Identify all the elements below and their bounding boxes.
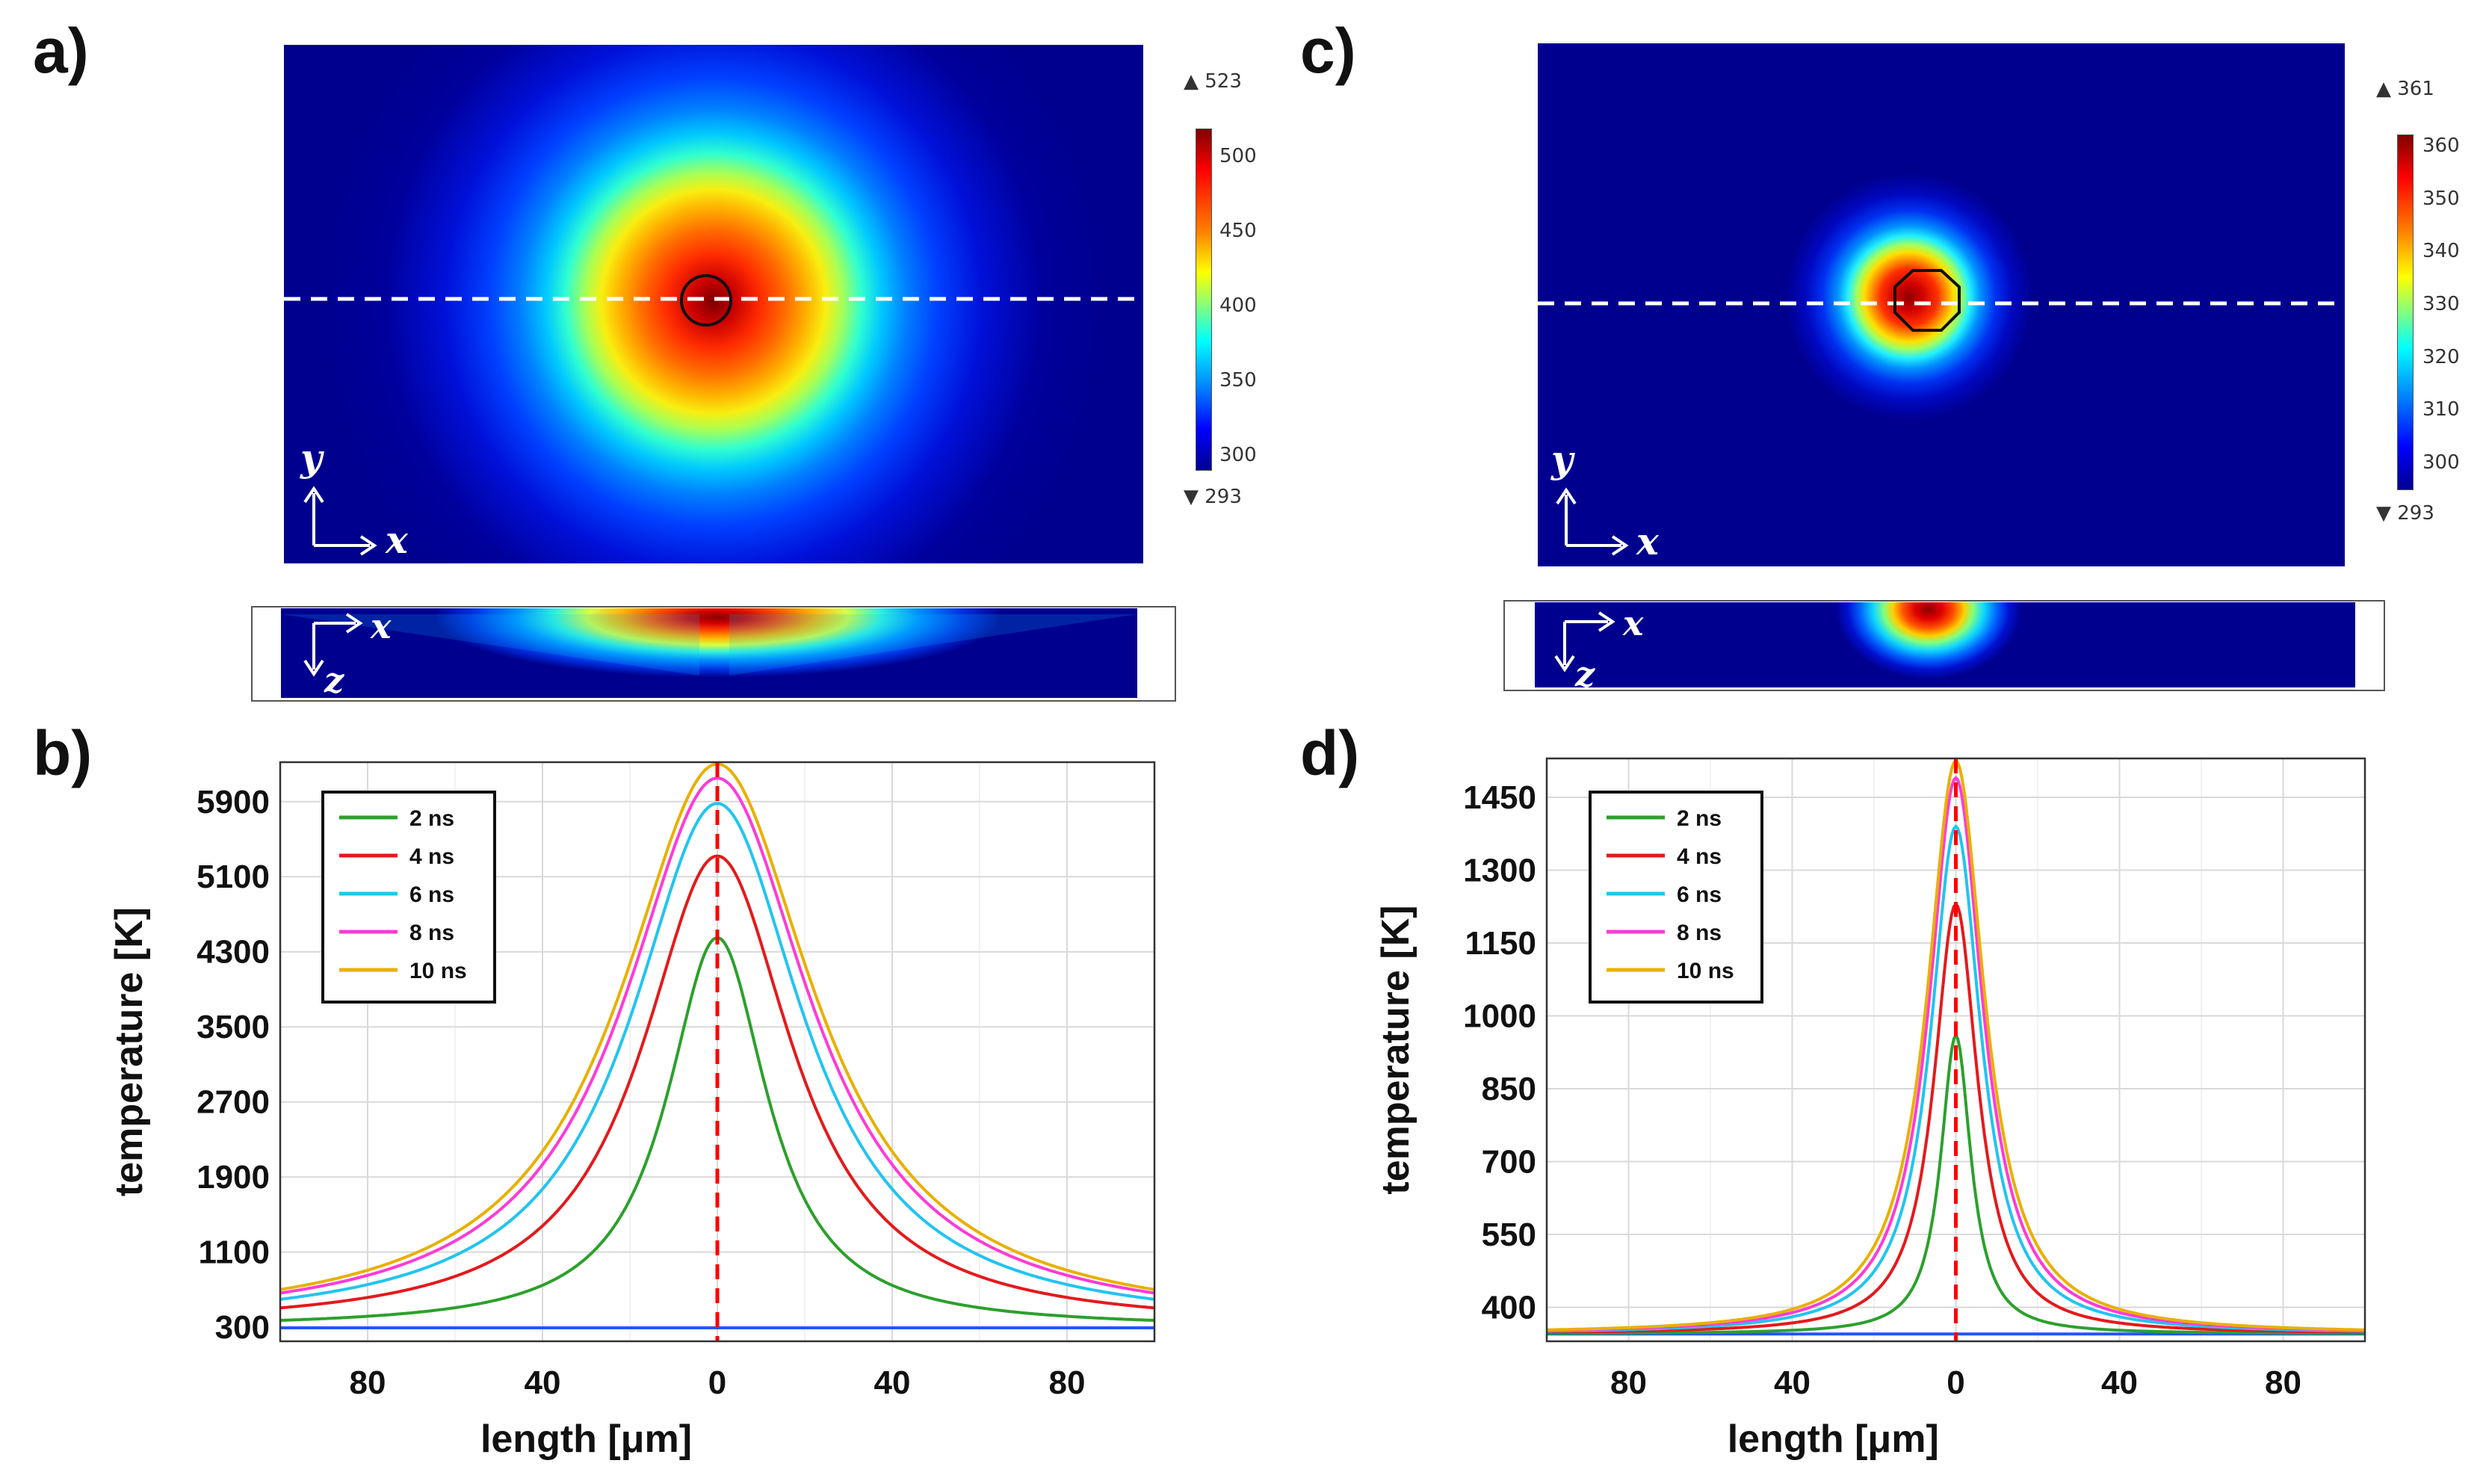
colorbar-max-c: ▲ 361 [2376,78,2434,100]
x-tick-label: 40 [1774,1364,1811,1401]
colorbar-tick: 350 [1219,369,1257,392]
heatmap-side-view-c: x z [1535,602,2355,687]
legend-label: 6 ns [409,882,454,907]
legend-label: 6 ns [1677,882,1722,907]
y-tick-label: 1450 [1463,779,1536,816]
y-tick-label: 1150 [1465,925,1536,962]
series-line [279,776,1155,1295]
x-tick-label: 80 [1610,1364,1647,1401]
legend-label: 4 ns [1677,844,1722,869]
y-tick-label: 550 [1482,1216,1536,1253]
series-line [279,802,1155,1301]
y-tick-label: 1000 [1463,998,1536,1035]
colorbar-tick: 360 [2422,135,2460,157]
colorbar-a: ▲ 523 500 450 400 350 300 ▼ 293 [1157,54,1284,540]
side-overlay-a: x z [281,608,1137,698]
colorbar-tick: 300 [2422,451,2460,474]
x-tick-label: 80 [2265,1364,2301,1401]
x-tick-label: 40 [874,1364,911,1401]
side-axis-label-x: x [1622,603,1644,643]
y-tick-label: 700 [1482,1144,1536,1181]
colorbar-tick: 350 [2422,187,2460,210]
y-tick-label: 400 [1482,1290,1536,1326]
legend-label: 2 ns [1677,806,1722,831]
colorbar-gradient-a [1196,129,1212,471]
legend-label: 10 ns [409,959,467,983]
plot-frame [279,761,1156,1343]
x-tick-label: 80 [350,1364,386,1401]
plot-frame [1545,757,2366,1343]
y-tick-label: 1300 [1463,853,1536,889]
y-tick-label: 1100 [199,1234,270,1271]
colorbar-tick: 320 [2422,345,2460,368]
y-tick-label: 4300 [197,934,270,971]
axis-label-x: x [1636,519,1660,563]
panel-label-d: d) [1300,718,1360,788]
heatmap-top-view-c: y x [1538,43,2345,566]
panel-label-a: a) [33,16,89,86]
x-axis-label: length [μm] [1728,1417,1939,1461]
y-tick-label: 1900 [197,1159,270,1196]
y-axis-label: temperature [K] [1374,905,1417,1194]
panel-label-c: c) [1300,16,1356,86]
melt-contour [680,274,732,327]
series-line [279,854,1155,1310]
colorbar-tick: 310 [2422,398,2460,421]
axes-indicator-side: x z [1554,603,1644,687]
heatmap-overlay-a: y x [284,274,1143,562]
axis-label-y: y [1550,437,1575,481]
legend-label: 10 ns [1677,959,1734,983]
colorbar-tick: 340 [2422,240,2460,263]
y-axis-label: temperature [K] [108,907,151,1196]
legend-label: 8 ns [1677,921,1722,945]
side-axis-label-z: z [1574,654,1595,687]
legend-box [1589,791,1763,1004]
legend-label: 2 ns [409,806,454,831]
heatmap-overlay-c: y x [1538,269,2345,563]
y-tick-label: 850 [1482,1071,1536,1107]
y-tick-label: 300 [215,1309,270,1346]
side-axis-label-x: x [370,608,392,646]
chart-b: 300 1100 1900 2700 3500 4300 5100 5900 80 40 0 40 80… [108,761,1156,1461]
series-line [1546,824,2366,1333]
colorbar-tick: 400 [1219,294,1257,317]
y-tick-label: 5100 [197,859,270,895]
axis-label-y: y [300,436,324,480]
colorbar-min-c: ▼ 293 [2376,502,2434,525]
colorbar-c: ▲ 361 360 350 340 330 320 310 300 ▼ 293 [2369,60,2481,545]
colorbar-tick: 450 [1219,220,1257,242]
legend-label: 8 ns [409,921,454,945]
y-tick-label: 3500 [197,1009,270,1045]
panel-label-b: b) [33,718,93,788]
x-tick-label: 40 [2101,1364,2138,1401]
axes-indicator-side: x z [303,608,392,698]
heatmap-top-view-a: y x [284,45,1143,563]
colorbar-min-a: ▼ 293 [1184,486,1242,508]
side-axis-label-z: z [324,660,344,698]
x-tick-label: 0 [1947,1364,1964,1401]
y-tick-label: 5900 [197,784,270,820]
colorbar-gradient-c [2397,135,2414,490]
heatmap-side-view-a: x z [281,608,1137,698]
melt-contour [1893,269,1961,332]
colorbar-max-a: ▲ 523 [1184,70,1242,93]
x-tick-label: 80 [1049,1364,1086,1401]
x-tick-label: 0 [708,1364,726,1401]
axes-indicator: y x [1550,437,1660,563]
x-tick-label: 40 [525,1364,561,1401]
colorbar-tick: 500 [1219,145,1257,167]
side-overlay-c: x z [1554,603,1644,687]
legend-box [321,791,496,1004]
y-tick-label: 2700 [197,1084,270,1121]
legend-label: 4 ns [409,844,454,869]
colorbar-tick: 300 [1219,444,1257,466]
x-axis-label: length [μm] [480,1417,692,1461]
axis-label-x: x [385,518,409,562]
axes-indicator: y x [300,436,409,562]
colorbar-tick: 330 [2422,293,2460,315]
